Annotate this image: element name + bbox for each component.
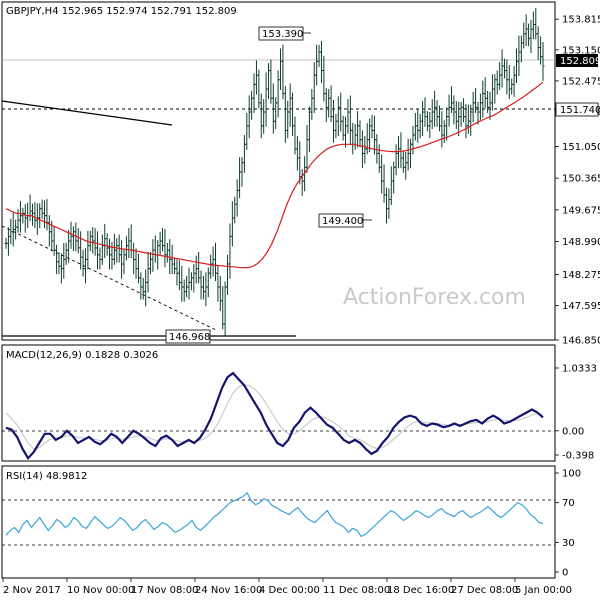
annotation-box-low	[165, 329, 211, 344]
current-price-label: 152.809	[560, 56, 600, 67]
price-y-tick-label: 146.850	[562, 336, 600, 347]
rsi-panel-frame	[1, 465, 556, 579]
x-tick-label: 2 Nov 2017	[3, 585, 61, 596]
macd-y-axis: 1.0333 0.00 -0.398	[555, 364, 597, 462]
rsi-line	[5, 491, 544, 538]
macd-panel-title: MACD(12,26,9) 0.1828 0.3026	[6, 350, 158, 361]
annotation-mid: 149.400	[322, 216, 363, 227]
annotation-low: 146.968	[169, 332, 210, 343]
x-tick-label: 4 Dec 00:00	[259, 585, 320, 596]
price-y-tick-label: 152.475	[562, 76, 600, 87]
macd-y-tick-label: 0.00	[562, 426, 584, 437]
trend-line-upper	[1, 100, 173, 126]
rsi-y-tick-label: 70	[562, 498, 575, 509]
price-y-tick-label: 153.150	[562, 45, 600, 56]
price-y-tick-label: 153.815	[562, 15, 600, 26]
price-y-tick-label: 151.050	[562, 142, 600, 153]
x-tick-label: 27 Dec 08:00	[451, 585, 518, 596]
x-tick-label: 18 Dec 16:00	[387, 585, 454, 596]
annotation-box-high	[258, 26, 304, 41]
trend-line-lower	[1, 225, 217, 331]
macd-panel: MACD(12,26,9) 0.1828 0.3026 1.0333 0.00 -0…	[1, 344, 597, 462]
macd-y-tick-label: 1.0333	[562, 364, 597, 375]
rsi-panel-title: RSI(14) 48.9812	[6, 471, 87, 482]
rsi-y-tick-label: 30	[562, 538, 575, 549]
price-bars	[4, 7, 545, 337]
price-panel-frame	[1, 1, 556, 341]
rsi-y-tick-label: 0	[562, 568, 568, 579]
price-y-tick-label: 147.595	[562, 301, 600, 312]
x-tick-label: 5 Jan 00:00	[515, 585, 572, 596]
x-tick-label: 11 Dec 08:00	[323, 585, 390, 596]
x-tick-label: 17 Nov 08:00	[131, 585, 198, 596]
price-panel: GBPJPY,H4 152.965 152.974 152.791 152.80…	[1, 1, 600, 347]
moving-average-line	[5, 81, 544, 269]
macd-line	[5, 371, 544, 461]
rsi-y-axis: 100 70 30 0	[555, 469, 581, 579]
annotation-high: 153.390	[262, 29, 303, 40]
price-y-tick-label: 150.365	[562, 174, 600, 185]
level-line-tag	[555, 102, 599, 117]
x-tick-label: 24 Nov 16:00	[195, 585, 262, 596]
price-panel-title: GBPJPY,H4 152.965 152.974 152.791 152.80…	[6, 6, 237, 17]
current-price-tag	[556, 54, 598, 67]
annotation-box-mid	[318, 213, 364, 228]
level-line-label: 151.740	[560, 105, 600, 116]
watermark: ActionForex.com	[343, 285, 526, 310]
price-y-tick-label: 148.275	[562, 270, 600, 281]
macd-y-tick-label: -0.398	[562, 451, 594, 462]
rsi-panel: RSI(14) 48.9812 100 70 30 0	[1, 465, 581, 579]
rsi-y-tick-label: 100	[562, 469, 581, 480]
price-y-tick-label: 149.675	[562, 205, 600, 216]
price-y-tick-label: 148.990	[562, 237, 600, 248]
x-tick-label: 10 Nov 00:00	[67, 585, 134, 596]
